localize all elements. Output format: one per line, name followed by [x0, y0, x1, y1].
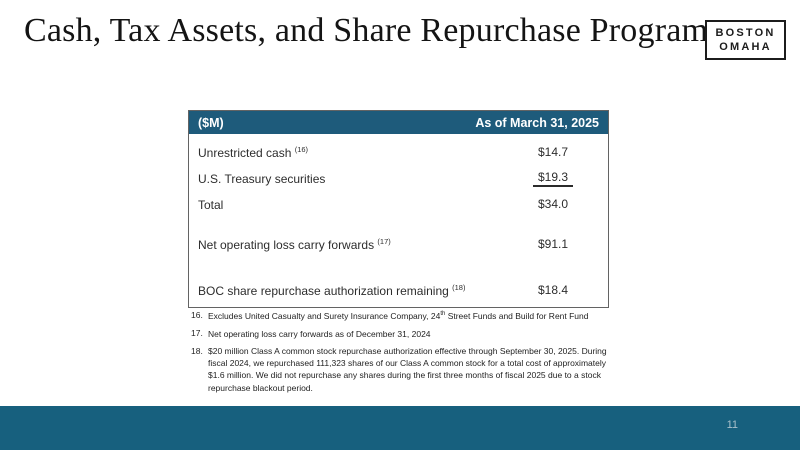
row-label: Unrestricted cash (16)	[198, 144, 309, 160]
footer-bar: 11	[0, 406, 800, 450]
footnote-ref: (18)	[452, 282, 466, 292]
footnote-ref: (17)	[377, 236, 391, 246]
table-header-date: As of March 31, 2025	[475, 115, 599, 130]
row-label: U.S. Treasury securities	[198, 171, 326, 186]
footnote-17: 17. Net operating loss carry forwards as…	[191, 328, 615, 341]
footnote-number: 17.	[191, 328, 203, 339]
boston-omaha-logo: BOSTON OMAHA	[705, 20, 786, 60]
table-row-total: Total $34.0	[189, 191, 608, 217]
logo-line-omaha: OMAHA	[719, 41, 772, 54]
footnote-text: Excludes United Casualty and Surety Insu…	[208, 310, 589, 321]
table-spacer	[189, 217, 608, 231]
table-row-nol-carryforwards: Net operating loss carry forwards (17) $…	[189, 231, 608, 257]
table-header-row: ($M) As of March 31, 2025	[189, 111, 608, 134]
page-number: 11	[726, 419, 738, 431]
footnote-ref: (16)	[294, 144, 309, 154]
footnote-text: Net operating loss carry forwards as of …	[208, 329, 431, 340]
table-spacer	[189, 257, 608, 277]
footnote-number: 16.	[191, 310, 203, 320]
table-header-units: ($M)	[198, 115, 224, 130]
footnotes-section: 16. Excludes United Casualty and Surety …	[191, 310, 615, 400]
table-body: Unrestricted cash (16) $14.7 U.S. Treasu…	[189, 134, 608, 307]
row-value: $19.3	[507, 170, 599, 187]
row-value: $14.7	[537, 144, 569, 159]
table-row-repurchase-authorization: BOC share repurchase authorization remai…	[189, 277, 608, 303]
logo-line-boston: BOSTON	[715, 27, 776, 39]
row-value: $18.4	[537, 282, 569, 297]
footnote-16: 16. Excludes United Casualty and Surety …	[191, 310, 615, 323]
footnote-18: 18. $20 million Class A common stock rep…	[191, 346, 615, 394]
footnote-number: 18.	[191, 346, 203, 357]
row-value: $34.0	[537, 196, 569, 211]
financial-summary-table: ($M) As of March 31, 2025 Unrestricted c…	[188, 110, 609, 308]
table-row-treasury-securities: U.S. Treasury securities $19.3	[189, 165, 608, 191]
table-row-unrestricted-cash: Unrestricted cash (16) $14.7	[189, 139, 608, 165]
page-title: Cash, Tax Assets, and Share Repurchase P…	[24, 12, 709, 49]
row-label: BOC share repurchase authorization remai…	[198, 282, 466, 298]
row-value: $91.1	[537, 236, 569, 251]
row-label: Net operating loss carry forwards (17)	[198, 236, 391, 252]
row-label: Total	[198, 197, 224, 212]
footnote-text: $20 million Class A common stock repurch…	[208, 346, 607, 393]
